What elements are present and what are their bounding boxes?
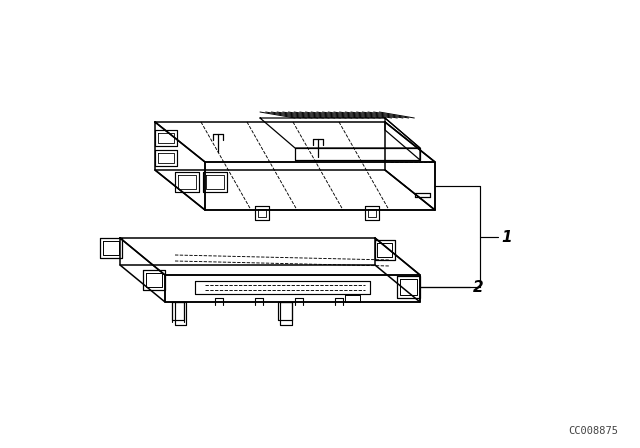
- Text: 1: 1: [501, 229, 511, 245]
- Text: CC008875: CC008875: [568, 426, 618, 436]
- Text: 2: 2: [473, 280, 484, 294]
